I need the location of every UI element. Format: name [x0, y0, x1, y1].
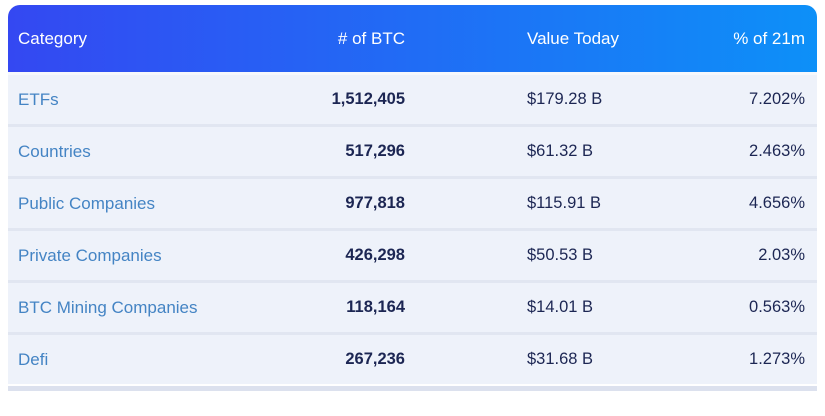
- category-link[interactable]: Private Companies: [18, 245, 162, 265]
- header-value-today: Value Today: [527, 28, 619, 48]
- value-today: $31.68 B: [527, 350, 594, 368]
- table-row: Countries 517,296 $61.32 B 2.463%: [8, 124, 817, 176]
- category-link[interactable]: BTC Mining Companies: [18, 297, 198, 317]
- table-header-row: Category # of BTC Value Today % of 21m: [8, 5, 817, 72]
- category-link[interactable]: Public Companies: [18, 193, 156, 213]
- pct-of-21m: 0.563%: [749, 298, 805, 316]
- table-row: Defi 267,236 $31.68 B 1.273%: [8, 332, 817, 384]
- table-row: Private Companies 426,298 $50.53 B 2.03%: [8, 228, 817, 280]
- table-row: Public Companies 977,818 $115.91 B 4.656…: [8, 176, 817, 228]
- header-num-btc: # of BTC: [337, 28, 405, 48]
- btc-holdings-table: Category # of BTC Value Today % of 21m E…: [8, 5, 817, 391]
- table-row: BTC Mining Companies 118,164 $14.01 B 0.…: [8, 280, 817, 332]
- pct-of-21m: 1.273%: [749, 350, 805, 368]
- table-row: ETFs 1,512,405 $179.28 B 7.202%: [8, 72, 817, 124]
- value-today: $179.28 B: [527, 90, 603, 108]
- category-link[interactable]: ETFs: [18, 89, 59, 109]
- value-today: $61.32 B: [527, 142, 594, 160]
- category-link[interactable]: Countries: [18, 141, 91, 161]
- pct-of-21m: 4.656%: [749, 194, 805, 212]
- pct-of-21m: 2.03%: [758, 246, 805, 264]
- pct-of-21m: 7.202%: [749, 90, 805, 108]
- btc-count: 1,512,405: [331, 90, 405, 108]
- value-today: $115.91 B: [527, 194, 602, 212]
- btc-count: 977,818: [345, 194, 405, 212]
- value-today: $14.01 B: [527, 298, 594, 316]
- btc-count: 426,298: [345, 246, 405, 264]
- header-category: Category: [18, 28, 87, 48]
- category-link[interactable]: Defi: [18, 349, 49, 369]
- value-today: $50.53 B: [527, 246, 594, 264]
- btc-count: 267,236: [345, 350, 405, 368]
- btc-count: 118,164: [346, 298, 405, 316]
- header-pct-21m: % of 21m: [733, 28, 805, 48]
- pct-of-21m: 2.463%: [749, 142, 805, 160]
- next-row-edge: [8, 386, 817, 391]
- btc-count: 517,296: [345, 142, 405, 160]
